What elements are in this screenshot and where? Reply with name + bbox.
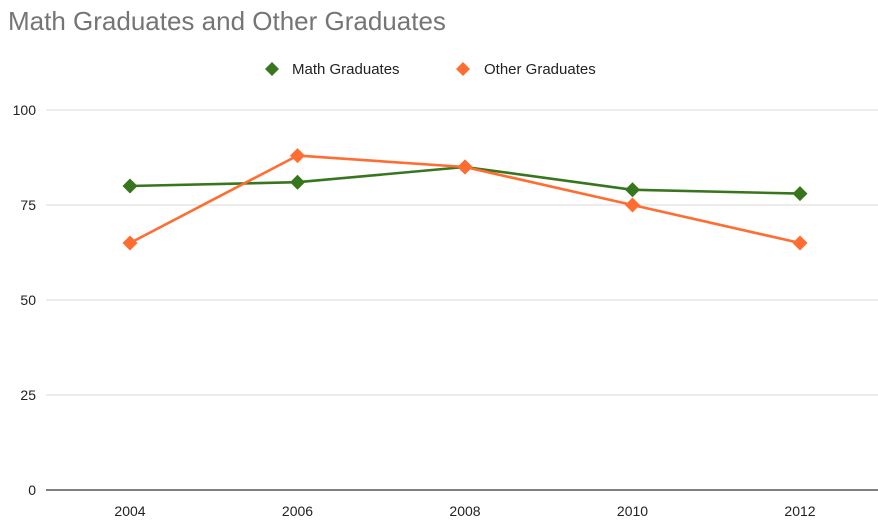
legend-marker — [456, 62, 470, 76]
x-tick-label: 2006 — [282, 503, 313, 519]
legend-marker — [265, 62, 279, 76]
x-tick-label: 2004 — [114, 503, 145, 519]
legend-item: Math Graduates — [265, 61, 400, 78]
data-point-marker — [792, 235, 808, 251]
legend-label: Other Graduates — [484, 61, 596, 78]
x-tick-label: 2008 — [449, 503, 480, 519]
x-axis-tick-labels: 2004 2006 2008 2010 2012 — [114, 503, 815, 519]
data-point-marker — [625, 182, 640, 198]
data-point-marker — [122, 235, 138, 251]
x-tick-label: 2012 — [784, 503, 815, 519]
chart-title: Math Graduates and Other Graduates — [8, 6, 446, 36]
gridlines — [46, 109, 878, 491]
data-point-marker — [625, 197, 640, 213]
data-point-marker — [122, 178, 138, 194]
legend-item: Other Graduates — [456, 61, 596, 78]
data-point-marker — [457, 159, 473, 175]
y-axis-tick-labels: 0 25 50 75 100 — [13, 102, 37, 498]
series-layer — [122, 148, 808, 251]
series-1 — [122, 148, 808, 251]
y-tick-label: 75 — [20, 197, 36, 213]
y-tick-label: 50 — [20, 292, 36, 308]
legend: Math Graduates Other Graduates — [265, 61, 596, 78]
y-tick-label: 25 — [20, 387, 36, 403]
legend-label: Math Graduates — [292, 61, 400, 78]
y-tick-label: 0 — [28, 482, 36, 498]
data-point-marker — [792, 186, 808, 202]
data-point-marker — [290, 148, 305, 164]
data-point-marker — [290, 174, 305, 190]
x-tick-label: 2010 — [617, 503, 648, 519]
y-tick-label: 100 — [13, 102, 37, 118]
